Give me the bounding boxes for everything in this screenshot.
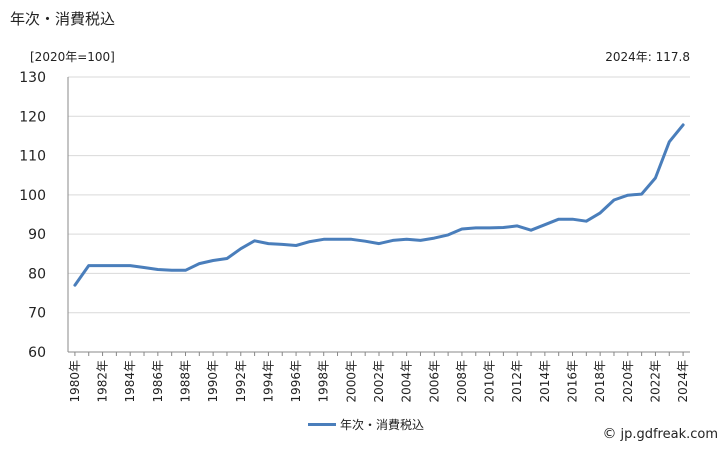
data-point (598, 211, 602, 215)
legend-swatch (308, 423, 336, 426)
data-point (571, 217, 575, 221)
legend-label: 年次・消費税込 (340, 418, 425, 432)
data-point (446, 233, 450, 237)
data-point (612, 198, 616, 202)
data-point (363, 239, 367, 243)
series-line (73, 123, 685, 287)
data-point (336, 237, 340, 241)
data-point (653, 176, 657, 180)
data-point (253, 239, 257, 243)
data-point (170, 268, 174, 272)
data-point (73, 283, 77, 287)
y-tick-label: 120 (19, 109, 46, 125)
data-point (460, 227, 464, 231)
y-tick-label: 70 (28, 306, 46, 322)
data-point (266, 242, 270, 246)
y-tick-label: 90 (28, 227, 46, 243)
data-point (280, 242, 284, 246)
data-point (156, 268, 160, 272)
data-point (405, 237, 409, 241)
data-point (488, 226, 492, 230)
data-point (377, 242, 381, 246)
data-point (543, 223, 547, 227)
data-point (432, 236, 436, 240)
x-tick-label: 2010年 (483, 360, 497, 403)
x-tick-label: 1998年 (317, 360, 331, 403)
x-tick-label: 1996年 (289, 360, 303, 403)
x-tick-label: 1988年 (178, 360, 192, 403)
data-point (294, 244, 298, 248)
data-point (681, 123, 685, 127)
data-point (308, 240, 312, 244)
data-point (391, 238, 395, 242)
data-point (626, 193, 630, 197)
x-tick-label: 2004年 (400, 360, 414, 403)
data-point (114, 264, 118, 268)
y-tick-label: 80 (28, 266, 46, 282)
data-point (101, 264, 105, 268)
data-point (584, 219, 588, 223)
data-point (557, 217, 561, 221)
y-tick-label: 110 (19, 149, 46, 165)
x-tick-label: 2006年 (427, 360, 441, 403)
x-tick-label: 2016年 (566, 360, 580, 403)
x-tick-label: 1992年 (234, 360, 248, 403)
copyright-icon: © (602, 426, 617, 442)
x-tick-label: 1980年 (68, 360, 82, 403)
x-tick-label: 2000年 (344, 360, 358, 403)
data-point (515, 224, 519, 228)
chart-title: 年次・消費税込 (10, 10, 116, 28)
data-point (349, 237, 353, 241)
x-tick-label: 2022年 (648, 360, 662, 403)
data-point (225, 257, 229, 261)
y-tick-label: 60 (28, 345, 46, 361)
x-tick-label: 1984年 (123, 360, 137, 403)
data-point (211, 258, 215, 262)
data-point (474, 226, 478, 230)
data-point (239, 247, 243, 251)
line-chart: 130 120 110 100 90 80 70 60 1980年 1982年 1984年 1986年… (19, 70, 690, 403)
data-point (142, 266, 146, 270)
x-tick-label: 2018年 (593, 360, 607, 403)
x-tick-label: 1982年 (96, 360, 110, 403)
x-tick-label: 1986年 (151, 360, 165, 403)
credit: © jp.gdfreak.com (602, 426, 718, 442)
data-point (529, 228, 533, 232)
data-point (418, 238, 422, 242)
data-point (501, 225, 505, 229)
x-tick-label: 2024年 (676, 360, 690, 403)
data-point (128, 264, 132, 268)
y-tick-label: 130 (19, 70, 46, 86)
data-point (183, 268, 187, 272)
data-point (87, 264, 91, 268)
x-tick-label: 2002年 (372, 360, 386, 403)
data-point (640, 192, 644, 196)
y-axis-unit-label: [2020年=100] (30, 50, 115, 64)
data-point (667, 140, 671, 144)
x-tick-label: 2014年 (538, 360, 552, 403)
data-point (197, 262, 201, 266)
y-tick-label: 100 (19, 188, 46, 204)
x-tick-label: 2020年 (621, 360, 635, 403)
x-tick-label: 1990年 (206, 360, 220, 403)
x-tick-label: 1994年 (261, 360, 275, 403)
legend: 年次・消費税込 (308, 416, 424, 433)
data-point (322, 237, 326, 241)
credit-text: jp.gdfreak.com (620, 426, 718, 442)
latest-value-label: 2024年: 117.8 (605, 50, 690, 64)
x-tick-label: 2012年 (510, 360, 524, 403)
x-tick-label: 2008年 (455, 360, 469, 403)
